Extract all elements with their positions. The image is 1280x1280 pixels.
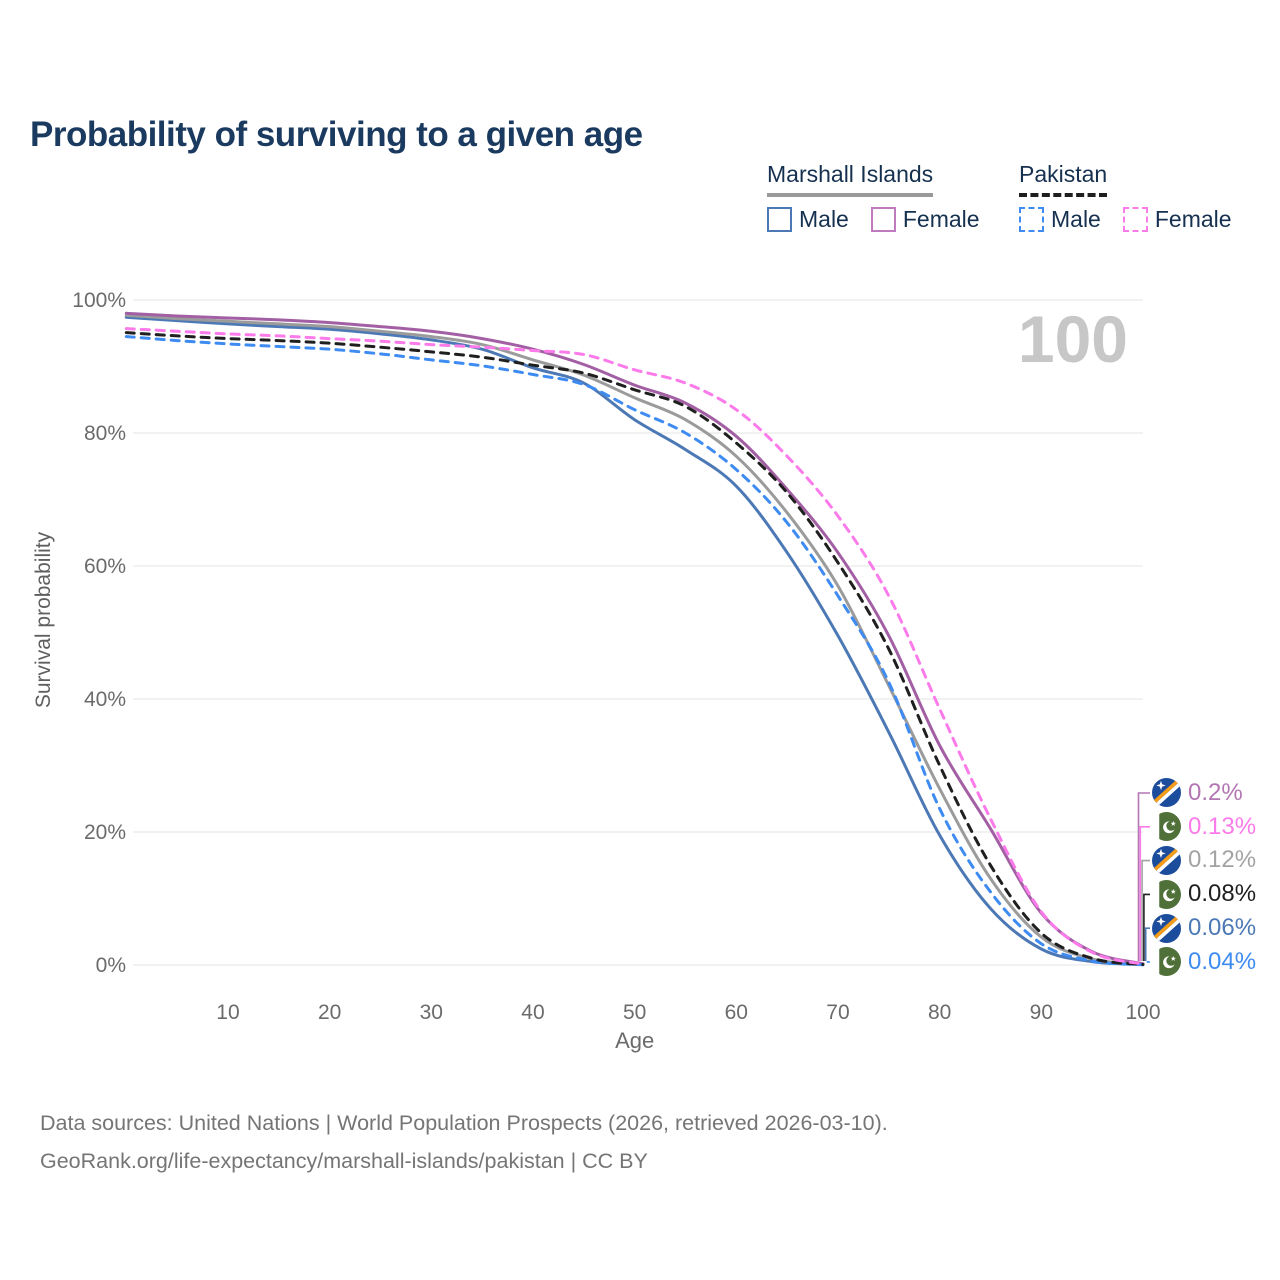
legend-country-pakistan[interactable]: Pakistan <box>1019 161 1108 197</box>
series-line-pakistan-female[interactable] <box>124 327 1145 966</box>
pakistan-flag-icon <box>1152 812 1181 842</box>
end-label-connector <box>1143 893 1150 961</box>
legend-group-pakistan: Pakistan Male Female <box>1019 161 1232 233</box>
marshall-female-swatch-icon <box>870 207 896 232</box>
end-label-connector <box>1139 826 1150 961</box>
series-line-marshall-islands-both[interactable] <box>124 313 1145 966</box>
age-watermark: 100 <box>1018 302 1128 376</box>
y-axis-title: Survival probability <box>32 531 55 709</box>
marshall-islands-flag-icon <box>1152 845 1181 875</box>
legend: Marshall Islands Male Female Pakistan Ma… <box>0 161 1280 251</box>
end-labels: 0.2% 0.13% 0.12% 0.08% 0.06% 0.04% <box>1152 776 1256 979</box>
axis-tick-label: 70 <box>826 1001 849 1024</box>
attribution-line[interactable]: GeoRank.org/life-expectancy/marshall-isl… <box>40 1149 648 1173</box>
end-label-row-pk-5: 0.04% <box>1152 945 1256 979</box>
series-line-pakistan-male[interactable] <box>124 335 1145 967</box>
end-label-row-pk-1: 0.13% <box>1152 810 1256 844</box>
axis-tick-label: 60 <box>725 1001 748 1024</box>
series-line-marshall-islands-female[interactable] <box>124 311 1145 966</box>
axis-tick-label: 90 <box>1030 1001 1053 1024</box>
end-label-connector <box>1137 792 1150 961</box>
legend-item-pakistan-female[interactable]: Female <box>1122 206 1232 233</box>
end-label-connector <box>1141 859 1150 961</box>
marshall-male-swatch-icon <box>767 207 792 232</box>
marshall-islands-flag-icon <box>1152 913 1181 943</box>
axis-tick-label: 80% <box>84 422 126 445</box>
legend-label-marshall-male: Male <box>799 206 849 232</box>
axis-tick-label: 20% <box>84 821 126 844</box>
end-label-value: 0.13% <box>1188 812 1257 840</box>
axis-tick-label: 40 <box>521 1001 544 1024</box>
axis-tick-label: 80 <box>928 1001 951 1024</box>
series-line-marshall-islands-male[interactable] <box>124 315 1145 967</box>
axis-tick-label: 50 <box>623 1001 646 1024</box>
axis-tick-label: 0% <box>96 954 126 977</box>
pakistan-male-swatch-icon <box>1019 207 1044 232</box>
legend-label-pakistan-female: Female <box>1154 206 1232 232</box>
legend-item-marshall-female[interactable]: Female <box>870 206 980 233</box>
legend-item-marshall-male[interactable]: Male <box>767 206 849 233</box>
axis-tick-label: 40% <box>84 688 126 711</box>
end-label-row-mh-0: 0.2% <box>1152 776 1256 810</box>
footer: Data sources: United Nations | World Pop… <box>40 1104 888 1180</box>
end-label-value: 0.04% <box>1188 947 1257 975</box>
end-label-value: 0.06% <box>1188 914 1257 942</box>
end-label-value: 0.12% <box>1188 846 1257 874</box>
axis-tick-label: 10 <box>216 1001 239 1024</box>
axis-tick-label: 100% <box>72 289 126 312</box>
pakistan-female-swatch-icon <box>1122 207 1148 232</box>
axis-tick-label: 20 <box>318 1001 341 1024</box>
axis-tick-label: 100 <box>1125 1001 1160 1024</box>
x-axis-title: Age <box>615 1028 654 1053</box>
end-label-value: 0.08% <box>1188 880 1257 908</box>
end-label-connector <box>1146 961 1150 963</box>
axis-tick-label: 30 <box>420 1001 443 1024</box>
end-label-value: 0.2% <box>1188 778 1243 806</box>
axis-tick-label: 60% <box>84 555 126 578</box>
end-label-connector <box>1144 927 1150 961</box>
end-label-row-pk-3: 0.08% <box>1152 877 1256 911</box>
marshall-islands-flag-icon <box>1152 778 1181 808</box>
pakistan-flag-icon <box>1152 879 1181 909</box>
legend-item-pakistan-male[interactable]: Male <box>1019 206 1101 233</box>
page-title: Probability of surviving to a given age <box>30 115 643 155</box>
pakistan-flag-icon <box>1152 947 1181 977</box>
legend-country-marshall-islands[interactable]: Marshall Islands <box>767 161 934 197</box>
legend-group-marshall-islands: Marshall Islands Male Female <box>767 161 980 233</box>
end-label-row-mh-2: 0.12% <box>1152 844 1256 878</box>
data-sources-line: Data sources: United Nations | World Pop… <box>40 1111 888 1135</box>
legend-label-pakistan-male: Male <box>1051 206 1101 232</box>
legend-label-marshall-female: Female <box>902 206 980 232</box>
series-line-pakistan-both[interactable] <box>124 331 1145 966</box>
end-label-row-mh-4: 0.06% <box>1152 911 1256 945</box>
